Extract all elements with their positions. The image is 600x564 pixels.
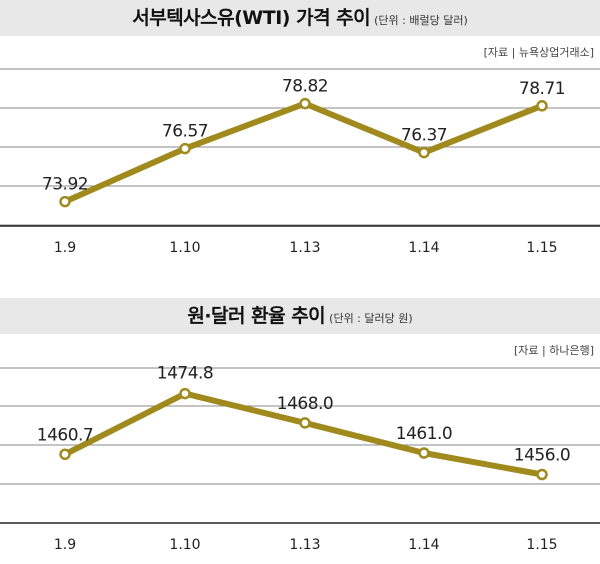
fx-data-point: [59, 448, 71, 461]
wti-x-tick-label: 1.14: [408, 240, 439, 256]
wti-data-label: 73.92: [42, 175, 88, 195]
wti-x-tick-label: 1.10: [169, 240, 200, 256]
wti-x-tick-label: 1.15: [526, 240, 557, 256]
wti-unit-note: (단위 : 배럴당 달러): [374, 14, 468, 27]
wti-chart-title: 서부텍사스유(WTI) 가격 추이: [132, 7, 371, 29]
fx-data-label: 1461.0: [396, 424, 452, 444]
wti-data-label: 76.57: [162, 122, 208, 142]
fx-unit-note: (단위 : 달러당 원): [329, 312, 413, 325]
fx-data-label: 1460.7: [37, 425, 93, 445]
wti-data-label: 76.37: [401, 126, 447, 146]
fx-data-label: 1456.0: [514, 446, 570, 466]
fx-x-tick-label: 1.14: [408, 537, 439, 553]
wti-data-point: [179, 142, 191, 155]
fx-data-label: 1474.8: [157, 364, 213, 384]
wti-data-label: 78.71: [519, 79, 565, 99]
fx-data-label: 1468.0: [277, 394, 333, 414]
fx-title-bar: 원·달러 환율 추이 (단위 : 달러당 원): [0, 298, 600, 334]
fx-x-tick-label: 1.15: [526, 537, 557, 553]
wti-data-point: [299, 97, 311, 110]
wti-data-label: 78.82: [282, 77, 328, 97]
fx-line-chart: 1460.7 1474.8 1468.0 1461.0 1456.0 1.9 1.10 1.1…: [0, 364, 600, 553]
wti-line-chart: 73.92 76.57 78.82 76.37 78.71 1.9 1.10 1.13 1.14…: [0, 68, 600, 256]
wti-data-point: [536, 100, 548, 112]
wti-x-tick-label: 1.13: [289, 240, 320, 256]
fx-data-point: [179, 387, 191, 400]
wti-data-point: [59, 195, 71, 208]
fx-source: [자료 | 하나은행]: [513, 344, 594, 357]
wti-data-point: [418, 146, 430, 159]
fx-chart-panel: 원·달러 환율 추이 (단위 : 달러당 원) [자료 | 하나은행] 1460.…: [0, 298, 600, 564]
wti-series-line: [62, 100, 545, 205]
fx-data-point: [536, 468, 548, 481]
wti-title-bar: 서부텍사스유(WTI) 가격 추이 (단위 : 배럴당 달러): [0, 0, 600, 36]
fx-data-point: [299, 417, 311, 429]
fx-data-point: [418, 447, 430, 459]
fx-x-tick-label: 1.9: [54, 537, 76, 553]
fx-chart-title: 원·달러 환율 추이: [187, 305, 326, 327]
wti-chart-panel: 서부텍사스유(WTI) 가격 추이 (단위 : 배럴당 달러) [자료 | 뉴욕상…: [0, 0, 600, 280]
fx-x-tick-label: 1.13: [289, 537, 320, 553]
wti-source: [자료 | 뉴욕상업거래소]: [483, 46, 594, 59]
fx-x-tick-label: 1.10: [169, 537, 200, 553]
wti-x-tick-label: 1.9: [54, 240, 76, 256]
